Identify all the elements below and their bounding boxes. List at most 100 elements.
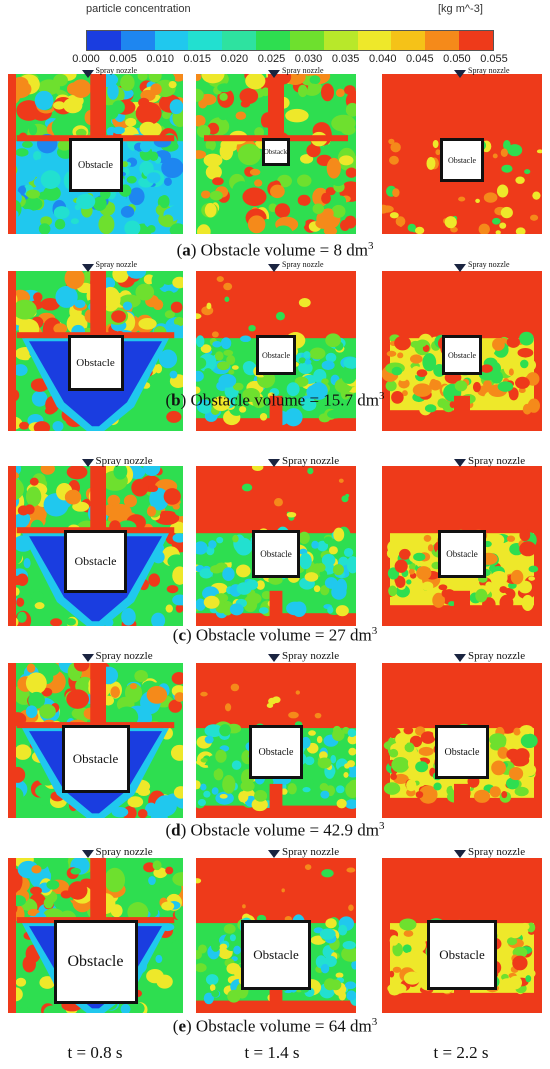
concentration-blob	[161, 157, 183, 178]
concentration-blob	[18, 168, 37, 183]
concentration-blob	[217, 83, 232, 93]
concentration-blob	[298, 361, 313, 375]
concentration-blob	[430, 378, 437, 386]
concentration-blob	[15, 977, 27, 987]
concentration-blob	[68, 881, 88, 900]
concentration-blob	[246, 592, 262, 605]
concentration-blob	[432, 592, 445, 608]
colorbar-swatch	[256, 31, 290, 50]
concentration-region	[269, 590, 283, 626]
concentration-blob	[320, 790, 330, 799]
concentration-blob	[335, 605, 349, 617]
caption-paren: (	[165, 820, 172, 840]
obstacle-box: Obstacle	[256, 335, 296, 375]
concentration-blob	[201, 74, 225, 84]
concentration-region	[8, 74, 16, 234]
concentration-blob	[129, 683, 137, 690]
concentration-blob	[304, 572, 319, 582]
concentration-blob	[139, 140, 152, 153]
concentration-blob	[268, 697, 277, 705]
concentration-blob	[299, 552, 312, 570]
spray-nozzle-label: Spray nozzle	[95, 846, 153, 858]
spray-nozzle-label: Spray nozzle	[282, 846, 340, 858]
caption-paren: (	[172, 1016, 179, 1036]
concentration-blob	[395, 732, 409, 746]
concentration-blob	[146, 172, 161, 184]
concentration-blob	[344, 799, 356, 809]
concentration-blob	[146, 968, 164, 984]
concentration-blob	[17, 611, 27, 623]
concentration-blob	[295, 690, 301, 695]
concentration-region	[8, 271, 16, 431]
concentration-blob	[490, 586, 500, 596]
concentration-blob	[126, 271, 147, 279]
concentration-blob	[407, 223, 417, 232]
colorbar-tick-label: 0.000	[72, 53, 100, 65]
spray-nozzle-label: Spray nozzle	[282, 260, 324, 269]
concentration-blob	[331, 114, 356, 132]
concentration-blob	[301, 398, 317, 412]
concentration-blob	[228, 369, 235, 375]
concentration-blob	[73, 663, 90, 672]
concentration-blob	[398, 378, 410, 389]
concentration-blob	[135, 283, 155, 301]
concentration-blob	[480, 364, 493, 373]
concentration-blob	[312, 203, 324, 215]
concentration-blob	[149, 151, 159, 162]
concentration-blob	[196, 124, 211, 138]
concentration-blob	[518, 580, 533, 594]
concentration-blob	[196, 357, 207, 370]
concentration-blob	[281, 888, 285, 893]
concentration-blob	[332, 728, 345, 742]
concentration-blob	[241, 483, 253, 492]
spray-nozzle-icon	[268, 654, 280, 662]
concentration-blob	[418, 746, 434, 756]
concentration-blob	[514, 376, 530, 389]
concentration-blob	[325, 187, 336, 196]
concentration-blob	[515, 227, 526, 234]
caption-letter: b	[171, 390, 181, 410]
concentration-blob	[213, 768, 224, 781]
concentration-blob	[506, 336, 520, 348]
concentration-blob	[319, 928, 336, 940]
concentration-blob	[422, 344, 430, 353]
concentration-blob	[416, 369, 428, 377]
concentration-blob	[414, 226, 425, 234]
concentration-blob	[298, 357, 306, 364]
concentration-blob	[389, 935, 399, 946]
concentration-blob	[308, 730, 316, 736]
concentration-blob	[40, 298, 60, 311]
concentration-blob	[406, 579, 412, 585]
concentration-blob	[173, 316, 183, 327]
row-caption: (e) Obstacle volume = 64 dm3	[0, 1016, 550, 1037]
concentration-blob	[240, 100, 251, 108]
spray-nozzle-label: Spray nozzle	[468, 650, 526, 662]
colorbar-swatch	[323, 31, 358, 50]
concentration-blob	[166, 585, 179, 594]
concentration-blob	[530, 214, 539, 221]
concentration-blob	[149, 487, 169, 511]
concentration-blob	[240, 222, 251, 230]
concentration-blob	[336, 798, 347, 809]
concentration-blob	[483, 192, 498, 203]
concentration-blob	[155, 954, 163, 964]
spray-nozzle-label: Spray nozzle	[282, 650, 340, 662]
obstacle-box: Obstacle	[252, 530, 300, 578]
concentration-blob	[212, 177, 224, 186]
concentration-blob	[335, 578, 348, 595]
concentration-blob	[203, 595, 220, 609]
concentration-blob	[146, 686, 168, 704]
concentration-blob	[408, 568, 415, 575]
concentration-blob	[110, 686, 120, 698]
colorbar-swatch	[222, 31, 257, 50]
concentration-blob	[21, 141, 33, 148]
caption-letter: e	[178, 1016, 186, 1036]
time-label-3: t = 2.2 s	[433, 1043, 489, 1062]
concentration-blob	[169, 370, 178, 379]
concentration-blob	[388, 585, 398, 597]
concentration-blob	[341, 369, 356, 384]
concentration-blob	[297, 194, 311, 206]
concentration-blob	[423, 534, 432, 542]
contour-field	[8, 271, 183, 431]
concentration-blob	[196, 950, 202, 960]
